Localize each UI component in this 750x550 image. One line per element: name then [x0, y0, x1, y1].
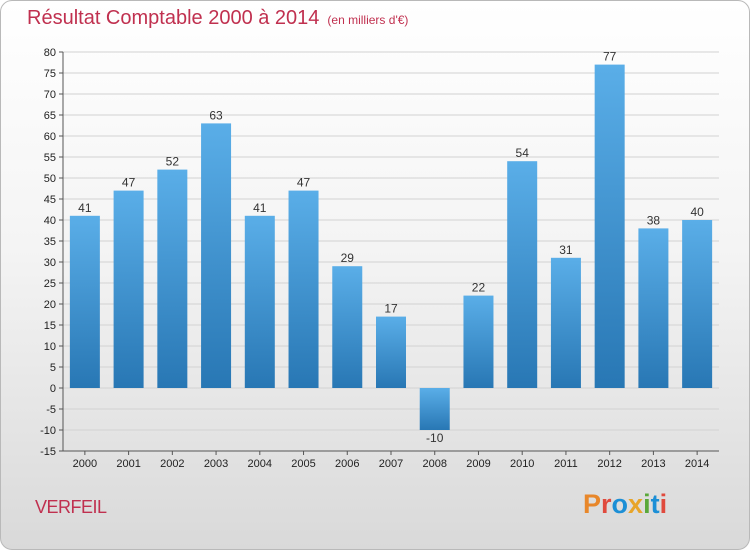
logo-letter: i [643, 489, 651, 519]
x-tick-label: 2007 [379, 458, 403, 470]
chart-subtitle: (en milliers d'€) [327, 13, 409, 27]
logo-letter: x [628, 489, 644, 519]
chart-title: Résultat Comptable 2000 à 2014 (en millie… [27, 7, 408, 30]
y-tick-label: 40 [44, 215, 56, 227]
y-tick-label: 35 [44, 236, 56, 248]
y-tick-label: 20 [44, 299, 56, 311]
y-tick-label: 75 [44, 68, 56, 80]
data-labels: 41 47 52 63 41 47 29 17 -10 22 54 31 77 38 40 [78, 50, 704, 445]
y-tick-label: -10 [40, 425, 56, 437]
bar-2005 [288, 190, 319, 388]
data-label-2010: 54 [516, 146, 530, 160]
bar-2000 [69, 215, 100, 388]
data-label-2005: 47 [297, 176, 311, 190]
bar-2006 [332, 266, 363, 388]
x-tick-label: 2013 [641, 458, 665, 470]
bars [69, 64, 713, 430]
y-tick-label: 5 [50, 362, 56, 374]
bar-2011 [550, 257, 581, 388]
y-tick-label: -15 [40, 446, 56, 458]
data-label-2011: 31 [559, 243, 573, 257]
bar-2007 [376, 316, 406, 388]
y-tick-label: 45 [44, 194, 56, 206]
bar-2014 [682, 220, 713, 388]
bar-2003 [201, 123, 232, 389]
data-label-2012: 77 [603, 50, 617, 64]
y-tick-label: 50 [44, 173, 56, 185]
x-tick-label: 2000 [73, 458, 97, 470]
data-label-2009: 22 [472, 281, 486, 295]
logo-letter: P [583, 489, 602, 519]
y-tick-label: -5 [46, 404, 56, 416]
chart-title-text: Résultat Comptable 2000 à 2014 [27, 7, 320, 29]
x-tick-label: 2009 [466, 458, 490, 470]
bar-2001 [113, 190, 144, 388]
x-tick-label: 2002 [160, 458, 184, 470]
y-tick-label: 60 [44, 131, 56, 143]
y-tick-label: 70 [44, 89, 56, 101]
logo-letter: t [650, 489, 660, 519]
logo-letter: o [611, 489, 629, 519]
data-label-2013: 38 [647, 213, 661, 227]
x-tick-label: 2012 [597, 458, 621, 470]
axes: -15 -10 -5 0 5 10 15 20 25 30 35 40 45 50 55 60 65 70 75 80… [40, 47, 719, 470]
bar-2009 [463, 295, 494, 388]
bar-2008 [419, 388, 450, 430]
x-tick-label: 2006 [335, 458, 359, 470]
x-tick-label: 2001 [116, 458, 140, 470]
bar-2013 [638, 228, 669, 388]
y-tick-label: 80 [44, 47, 56, 59]
y-tick-label: 65 [44, 110, 56, 122]
logo-letter: i [659, 489, 668, 519]
data-label-2008: -10 [426, 431, 444, 445]
data-label-2001: 47 [122, 176, 136, 190]
x-tick-label: 2008 [422, 458, 446, 470]
data-label-2007: 17 [384, 302, 398, 316]
proxiti-logo[interactable]: Proxiti [583, 489, 667, 520]
y-tick-label: 25 [44, 278, 56, 290]
data-label-2002: 52 [166, 155, 180, 169]
bar-2010 [507, 161, 538, 388]
data-label-2003: 63 [209, 108, 223, 122]
x-tick-label: 2011 [554, 458, 578, 470]
data-label-2014: 40 [690, 205, 704, 219]
y-tick-label: 15 [44, 320, 56, 332]
bar-2002 [157, 169, 188, 388]
commune-name: VERFEIL [35, 497, 107, 517]
y-tick-label: 0 [50, 383, 56, 395]
x-tick-label: 2003 [204, 458, 228, 470]
x-tick-label: 2004 [248, 458, 272, 470]
bar-2004 [244, 215, 275, 388]
x-tick-label: 2005 [291, 458, 315, 470]
logo-letter: r [601, 489, 612, 519]
y-tick-label: 30 [44, 257, 56, 269]
data-label-2004: 41 [253, 201, 267, 215]
bar-2012 [594, 64, 625, 388]
data-label-2006: 29 [341, 251, 355, 265]
y-tick-label: 10 [44, 341, 56, 353]
y-tick-label: 55 [44, 152, 56, 164]
x-tick-label: 2014 [685, 458, 709, 470]
x-tick-label: 2010 [510, 458, 534, 470]
data-label-2000: 41 [78, 201, 92, 215]
